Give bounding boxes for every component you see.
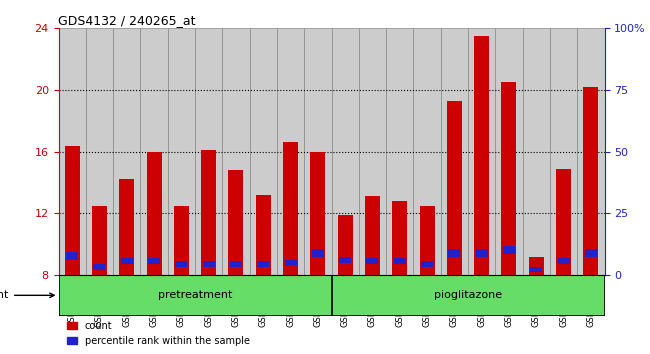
Bar: [550, 28, 577, 275]
Legend: count, percentile rank within the sample: count, percentile rank within the sample: [63, 317, 254, 350]
Bar: [448, 249, 460, 257]
Bar: [365, 196, 380, 275]
Bar: [583, 87, 599, 275]
Bar: [195, 28, 222, 275]
Bar: [310, 152, 326, 275]
Bar: [312, 249, 324, 257]
Bar: [585, 249, 597, 257]
Bar: [140, 28, 168, 275]
Bar: [556, 169, 571, 275]
Bar: [367, 258, 378, 264]
Bar: [337, 215, 353, 275]
Bar: [359, 28, 386, 275]
Bar: [92, 206, 107, 275]
Bar: [201, 150, 216, 275]
Bar: [113, 28, 140, 275]
Bar: [121, 258, 133, 264]
Bar: [394, 258, 406, 264]
Text: pioglitazone: pioglitazone: [434, 290, 502, 300]
Bar: [577, 28, 605, 275]
Bar: [332, 28, 359, 275]
Text: pretreatment: pretreatment: [158, 290, 232, 300]
Bar: [228, 170, 244, 275]
Bar: [94, 264, 105, 270]
Bar: [421, 261, 433, 267]
Bar: [332, 275, 604, 315]
Bar: [447, 101, 462, 275]
Bar: [64, 145, 80, 275]
Text: GDS4132 / 240265_at: GDS4132 / 240265_at: [58, 14, 196, 27]
Bar: [528, 257, 544, 275]
Bar: [203, 261, 215, 267]
Bar: [58, 275, 332, 315]
Bar: [257, 261, 269, 267]
Bar: [168, 28, 195, 275]
Bar: [474, 36, 489, 275]
Bar: [476, 249, 488, 257]
Bar: [413, 28, 441, 275]
Bar: [501, 82, 517, 275]
Bar: [58, 28, 86, 275]
Bar: [146, 152, 162, 275]
Bar: [230, 261, 242, 267]
Text: agent: agent: [0, 290, 54, 300]
Bar: [277, 28, 304, 275]
Bar: [283, 142, 298, 275]
Bar: [222, 28, 250, 275]
Bar: [441, 28, 468, 275]
Bar: [558, 258, 569, 264]
Bar: [255, 195, 271, 275]
Bar: [66, 252, 78, 260]
Bar: [386, 28, 413, 275]
Bar: [530, 267, 542, 272]
Bar: [392, 201, 408, 275]
Bar: [285, 260, 296, 266]
Bar: [148, 258, 160, 264]
Bar: [339, 257, 351, 263]
Bar: [86, 28, 113, 275]
Bar: [304, 28, 332, 275]
Bar: [503, 246, 515, 253]
Bar: [250, 28, 277, 275]
Bar: [523, 28, 550, 275]
Bar: [176, 261, 187, 267]
Bar: [419, 206, 435, 275]
Bar: [468, 28, 495, 275]
Bar: [174, 206, 189, 275]
Bar: [119, 179, 135, 275]
Bar: [495, 28, 523, 275]
